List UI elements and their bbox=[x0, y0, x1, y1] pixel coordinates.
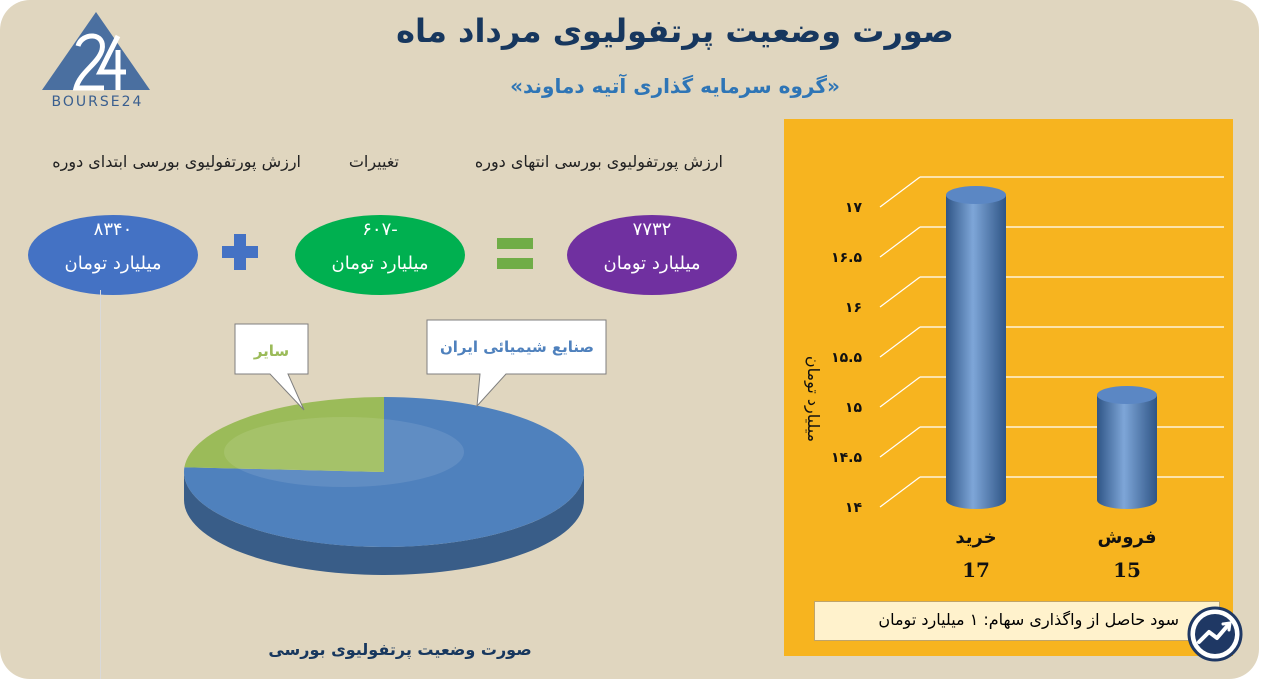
bar-0 bbox=[946, 195, 1006, 509]
end-value: ۷۷۳۲ bbox=[632, 219, 672, 240]
page-subtitle: «گروه سرمایه گذاری آتیه دماوند» bbox=[510, 74, 840, 98]
bar-data-label: 17 bbox=[962, 558, 990, 582]
profit-note-box: سود حاصل از واگذاری سهام: ۱ میلیارد توما… bbox=[814, 601, 1220, 641]
bar-chart-panel: ۱۴ ۱۴.۵ ۱۵ ۱۵.۵ ۱۶ ۱۶.۵ ۱۷ خرید 17 فروش 15 میلیار… bbox=[784, 119, 1233, 656]
portfolio-pie-chart bbox=[184, 319, 607, 575]
pie-chart-title: صورت وضعیت پرتفولیوی بورسی bbox=[268, 640, 532, 659]
equals-icon bbox=[497, 238, 533, 249]
y-tick-label: ۱۴ bbox=[845, 500, 863, 516]
gridline-slant-3 bbox=[879, 326, 921, 358]
y-tick-label: ۱۷ bbox=[845, 200, 863, 216]
start-value: ۸۳۴۰ bbox=[93, 219, 133, 240]
y-axis-title: میلیارد تومان bbox=[803, 356, 823, 442]
y-tick-label: ۱۵.۵ bbox=[831, 350, 862, 366]
end-value-label: ارزش پورتفولیوی بورسی انتهای دوره bbox=[474, 152, 723, 171]
change-value: -۶۰۷ bbox=[362, 219, 398, 240]
divider-line bbox=[100, 290, 101, 679]
y-tick-label: ۱۵ bbox=[845, 400, 863, 416]
bar-data-label: 15 bbox=[1113, 558, 1141, 582]
bar-cap-1 bbox=[1097, 386, 1157, 404]
equals-icon-lower bbox=[497, 258, 533, 269]
gridline-slant-6 bbox=[879, 176, 921, 208]
plus-icon-vertical bbox=[234, 234, 246, 270]
profit-note-text: سود حاصل از واگذاری سهام: ۱ میلیارد توما… bbox=[878, 610, 1179, 629]
change-value-unit: میلیارد تومان bbox=[331, 253, 429, 274]
pie-callout-shape-other bbox=[234, 323, 309, 411]
change-label: تغییرات bbox=[348, 152, 399, 171]
x-category-label: فروش bbox=[1097, 527, 1156, 548]
pie-label-chemical: صنایع شیمیائی ایران bbox=[439, 338, 595, 356]
bourse24-logo-icon bbox=[42, 12, 150, 91]
bar-cap-0 bbox=[946, 186, 1006, 204]
gridline-slant-0 bbox=[879, 476, 921, 508]
bar-1 bbox=[1097, 395, 1157, 509]
pie-slice-0 bbox=[184, 397, 585, 547]
gridline-slant-4 bbox=[879, 276, 921, 308]
start-value-label: ارزش پورتفولیوی بورسی ابتدای دوره bbox=[52, 152, 301, 171]
change-value-oval: -۶۰۷ میلیارد تومان bbox=[295, 215, 465, 295]
start-value-unit: میلیارد تومان bbox=[64, 253, 162, 274]
end-value-unit: میلیارد تومان bbox=[603, 253, 701, 274]
y-tick-label: ۱۶.۵ bbox=[831, 250, 862, 266]
pie-slice-1 bbox=[184, 397, 384, 472]
logo-text: BOURSE24 bbox=[51, 94, 144, 110]
trend-chart-icon bbox=[1187, 606, 1243, 662]
gridline-slant-5 bbox=[879, 226, 921, 258]
pie-callout-shape-chemical bbox=[426, 319, 607, 408]
pie-slice-side-0 bbox=[184, 472, 584, 575]
end-value-oval: ۷۷۳۲ میلیارد تومان bbox=[567, 215, 737, 295]
pie-label-other: سایر bbox=[253, 342, 290, 360]
y-tick-label: ۱۶ bbox=[845, 300, 862, 316]
gridline-slant-2 bbox=[879, 376, 921, 408]
buy-sell-bar-chart: ۱۴ ۱۴.۵ ۱۵ ۱۵.۵ ۱۶ ۱۶.۵ ۱۷ خرید 17 فروش 15 میلیار… bbox=[803, 176, 1224, 582]
y-tick-label: ۱۴.۵ bbox=[831, 450, 862, 466]
pie-highlight bbox=[224, 417, 464, 487]
page-title: صورت وضعیت پرتفولیوی مرداد ماه bbox=[396, 12, 954, 50]
x-category-label: خرید bbox=[955, 527, 996, 548]
start-value-oval: ۸۳۴۰ میلیارد تومان bbox=[28, 215, 198, 295]
gridline-slant-1 bbox=[879, 426, 921, 458]
